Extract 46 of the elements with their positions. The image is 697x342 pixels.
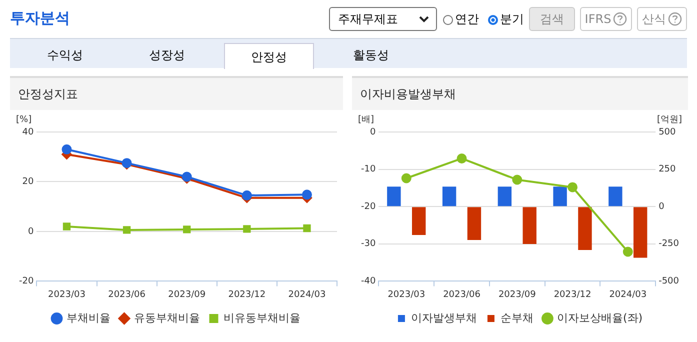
text: 분기	[500, 11, 524, 28]
y2-axis-title: [억원]	[656, 114, 682, 125]
x-tick-label: 2023/12	[554, 290, 592, 300]
x-tick-label: 2023/06	[443, 290, 481, 300]
text: 연간	[455, 11, 479, 28]
y-tick-label: 20	[22, 177, 34, 188]
y2-tick-label: -250	[658, 239, 680, 250]
y-axis-title: [%]	[16, 114, 32, 125]
legend-label: 유동부채비율	[134, 311, 200, 324]
y-tick-label: 0	[28, 226, 34, 237]
text: 안정성	[224, 43, 314, 69]
chart-title: 이자비용발생부채	[352, 78, 688, 110]
y-tick-label: -20	[360, 202, 376, 212]
text: 수익성	[46, 47, 84, 64]
y-tick-label: -30	[360, 239, 376, 250]
text: 산식	[642, 10, 666, 28]
legend-label: 부채비율	[66, 311, 110, 324]
y2-tick-label: 500	[658, 127, 676, 138]
y-tick-label: 0	[370, 127, 376, 138]
x-tick-label: 2023/06	[108, 290, 146, 300]
legend-label: 비유동부채비율	[223, 311, 300, 324]
x-tick-label: 2023/09	[168, 290, 206, 300]
text: 활동성	[352, 47, 390, 64]
x-tick-label: 2023/09	[498, 290, 536, 300]
text: IFRS	[584, 12, 612, 26]
legend-label: 순부채	[500, 311, 534, 324]
y-tick-label: -40	[360, 276, 376, 287]
legend-label: 이자발생부채	[410, 311, 477, 324]
text: 검색	[529, 7, 575, 31]
y2-tick-label: 250	[658, 164, 676, 175]
text: 성장성	[148, 47, 186, 64]
y-tick-label: -10	[360, 164, 376, 175]
chart-title: 안정성지표	[10, 78, 343, 110]
y-tick-label: 40	[22, 127, 34, 138]
y-tick-label: -20	[18, 276, 34, 287]
text: 투자분석	[10, 9, 70, 28]
y2-tick-label: 0	[658, 202, 665, 212]
x-tick-label: 2024/03	[609, 290, 647, 300]
x-tick-label: 2023/03	[388, 290, 426, 300]
y2-tick-label: -500	[658, 276, 680, 287]
y-axis-title: [배]	[358, 114, 374, 125]
x-tick-label: 2024/03	[288, 290, 326, 300]
x-tick-label: 2023/12	[228, 290, 266, 300]
text: 주재무제표	[338, 10, 398, 28]
x-tick-label: 2023/03	[48, 290, 86, 300]
legend-label: 이자보상배율(좌)	[556, 311, 643, 324]
